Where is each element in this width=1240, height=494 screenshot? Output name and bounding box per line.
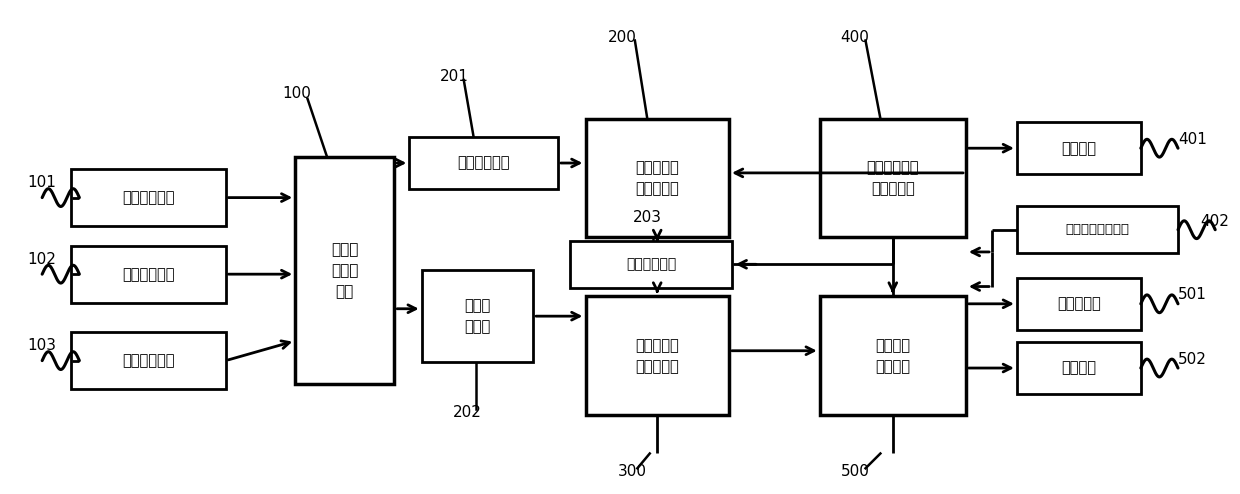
Text: 被测时钟信号: 被测时钟信号 (458, 156, 510, 170)
Text: 103: 103 (27, 338, 56, 353)
FancyBboxPatch shape (820, 119, 966, 237)
Text: 时间窗口选择参数: 时间窗口选择参数 (1065, 223, 1130, 236)
Text: 401: 401 (1178, 132, 1207, 147)
Text: 时钟选
择电路
单元: 时钟选 择电路 单元 (331, 242, 358, 299)
Text: 201: 201 (440, 69, 469, 84)
Text: 频率计算
电路单元: 频率计算 电路单元 (875, 338, 910, 373)
FancyBboxPatch shape (409, 137, 558, 189)
Text: 时钟选择信号: 时钟选择信号 (123, 353, 175, 368)
Text: 时间窗口信号: 时间窗口信号 (626, 257, 676, 271)
FancyBboxPatch shape (570, 241, 732, 288)
Text: 溢出标记: 溢出标记 (1061, 361, 1096, 375)
Text: 100: 100 (283, 86, 311, 101)
Text: 202: 202 (453, 405, 481, 420)
FancyBboxPatch shape (422, 271, 533, 362)
Text: 输出频率值: 输出频率值 (1056, 296, 1101, 311)
Text: 102: 102 (27, 252, 56, 267)
FancyBboxPatch shape (1017, 206, 1178, 253)
Text: 参考时
钟信号: 参考时 钟信号 (464, 298, 491, 334)
FancyBboxPatch shape (587, 296, 729, 415)
FancyBboxPatch shape (71, 169, 226, 226)
Text: 203: 203 (632, 210, 661, 225)
Text: 502: 502 (1178, 352, 1207, 367)
FancyBboxPatch shape (71, 246, 226, 302)
FancyBboxPatch shape (71, 332, 226, 389)
Text: 控制和标志产
生电路单元: 控制和标志产 生电路单元 (867, 160, 919, 196)
Text: 101: 101 (27, 175, 56, 190)
Text: 繁忙信号: 繁忙信号 (1061, 141, 1096, 156)
Text: 400: 400 (841, 30, 869, 44)
Text: 501: 501 (1178, 288, 1207, 302)
Text: 参考时钟计
数电路单元: 参考时钟计 数电路单元 (635, 338, 680, 373)
FancyBboxPatch shape (820, 296, 966, 415)
FancyBboxPatch shape (587, 119, 729, 237)
FancyBboxPatch shape (1017, 123, 1141, 174)
Text: 500: 500 (841, 464, 869, 479)
FancyBboxPatch shape (1017, 342, 1141, 394)
Text: 外部时钟信号: 外部时钟信号 (123, 267, 175, 282)
FancyBboxPatch shape (295, 157, 394, 384)
Text: 300: 300 (618, 464, 646, 479)
Text: 200: 200 (608, 30, 636, 44)
Text: 内部时钟信号: 内部时钟信号 (123, 190, 175, 205)
FancyBboxPatch shape (1017, 278, 1141, 330)
Text: 被测时钟计
数电路单元: 被测时钟计 数电路单元 (635, 160, 680, 196)
Text: 402: 402 (1200, 214, 1229, 229)
